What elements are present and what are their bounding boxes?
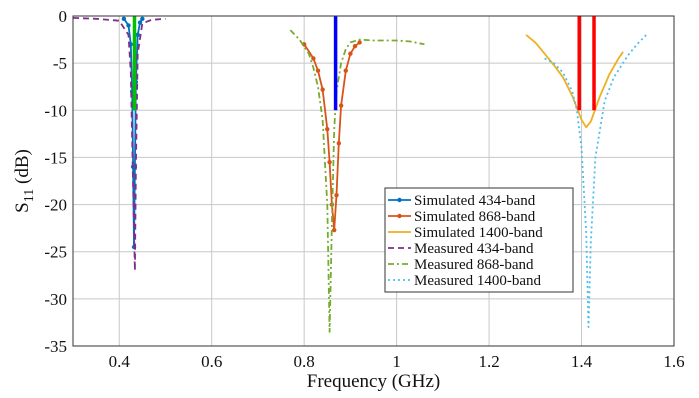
legend-box (384, 187, 574, 293)
data-point (135, 32, 140, 38)
y-tick-label: -30 (44, 290, 67, 309)
data-point (352, 43, 358, 49)
x-tick-label: 1.4 (571, 352, 593, 371)
series-layer (73, 16, 647, 333)
data-point (332, 227, 337, 233)
legend-label: Measured 434-band (414, 241, 534, 257)
series-line-simulated-1400-band (525, 34, 624, 129)
data-point (140, 16, 145, 22)
data-point (121, 16, 127, 22)
legend-label: Simulated 868-band (414, 209, 536, 225)
grid (73, 16, 674, 346)
legend-label: Simulated 434-band (414, 193, 536, 209)
data-point (343, 68, 348, 73)
y-axis-title-unit: (dB) (12, 149, 33, 189)
legend-label: Simulated 1400-band (414, 225, 543, 241)
data-point (334, 192, 339, 198)
plot-background (73, 16, 674, 346)
y-tick-label: -15 (44, 148, 67, 167)
legend-label: Measured 868-band (414, 257, 534, 273)
ticks: 0.4 0.6 0.8 1 1.2 1.4 1.6 0 -5 -10 -15 -20 -25 -30 -35 (44, 7, 684, 371)
y-axis-title-subscript: 11 (22, 189, 37, 202)
data-point (126, 23, 131, 28)
y-tick-label: 0 (59, 7, 68, 26)
data-point (336, 141, 342, 146)
data-point (311, 56, 316, 61)
y-tick-label: -10 (44, 101, 67, 120)
plot-frame (72, 15, 675, 347)
marker-layer (132, 16, 596, 111)
y-tick-label: -35 (44, 337, 67, 356)
y-axis-title: S11 (dB) (12, 149, 37, 213)
x-tick-label: 1.2 (478, 352, 499, 371)
series-line-measured-868-band (289, 29, 425, 333)
legend-label: Measured 1400-band (414, 273, 542, 289)
y-tick-label: -5 (53, 54, 67, 73)
x-axis-title: Frequency (GHz) (307, 371, 440, 392)
data-point (315, 68, 321, 73)
legend-swatch-marker (397, 197, 402, 203)
data-point (301, 42, 307, 47)
x-tick-label: 0.6 (201, 352, 222, 371)
x-tick-label: 0.4 (109, 352, 131, 371)
x-tick-label: 1 (392, 352, 401, 371)
data-point (338, 103, 344, 108)
data-point (327, 159, 332, 165)
data-point (137, 20, 143, 25)
y-tick-label: -25 (44, 243, 67, 262)
legend-swatch-marker (397, 213, 402, 219)
series-line-measured-434-band (73, 17, 166, 272)
series-line-measured-1400-band (544, 34, 647, 328)
data-point (325, 126, 330, 132)
data-point (357, 40, 362, 45)
y-tick-label: -20 (44, 196, 67, 215)
data-point (348, 51, 353, 56)
x-tick-label: 1.6 (663, 352, 684, 371)
data-point (320, 87, 325, 92)
x-tick-label: 0.8 (294, 352, 315, 371)
